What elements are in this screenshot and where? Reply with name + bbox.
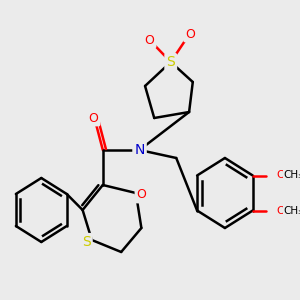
Text: O: O <box>145 34 154 46</box>
Text: O: O <box>276 206 285 215</box>
Text: O: O <box>136 188 146 202</box>
Text: O: O <box>185 28 195 40</box>
Text: CH₃: CH₃ <box>284 206 300 215</box>
Text: O: O <box>276 170 285 181</box>
Text: O: O <box>89 112 99 124</box>
Text: S: S <box>82 235 91 249</box>
Text: N: N <box>134 143 145 157</box>
Text: CH₃: CH₃ <box>284 170 300 181</box>
Text: S: S <box>167 55 175 69</box>
